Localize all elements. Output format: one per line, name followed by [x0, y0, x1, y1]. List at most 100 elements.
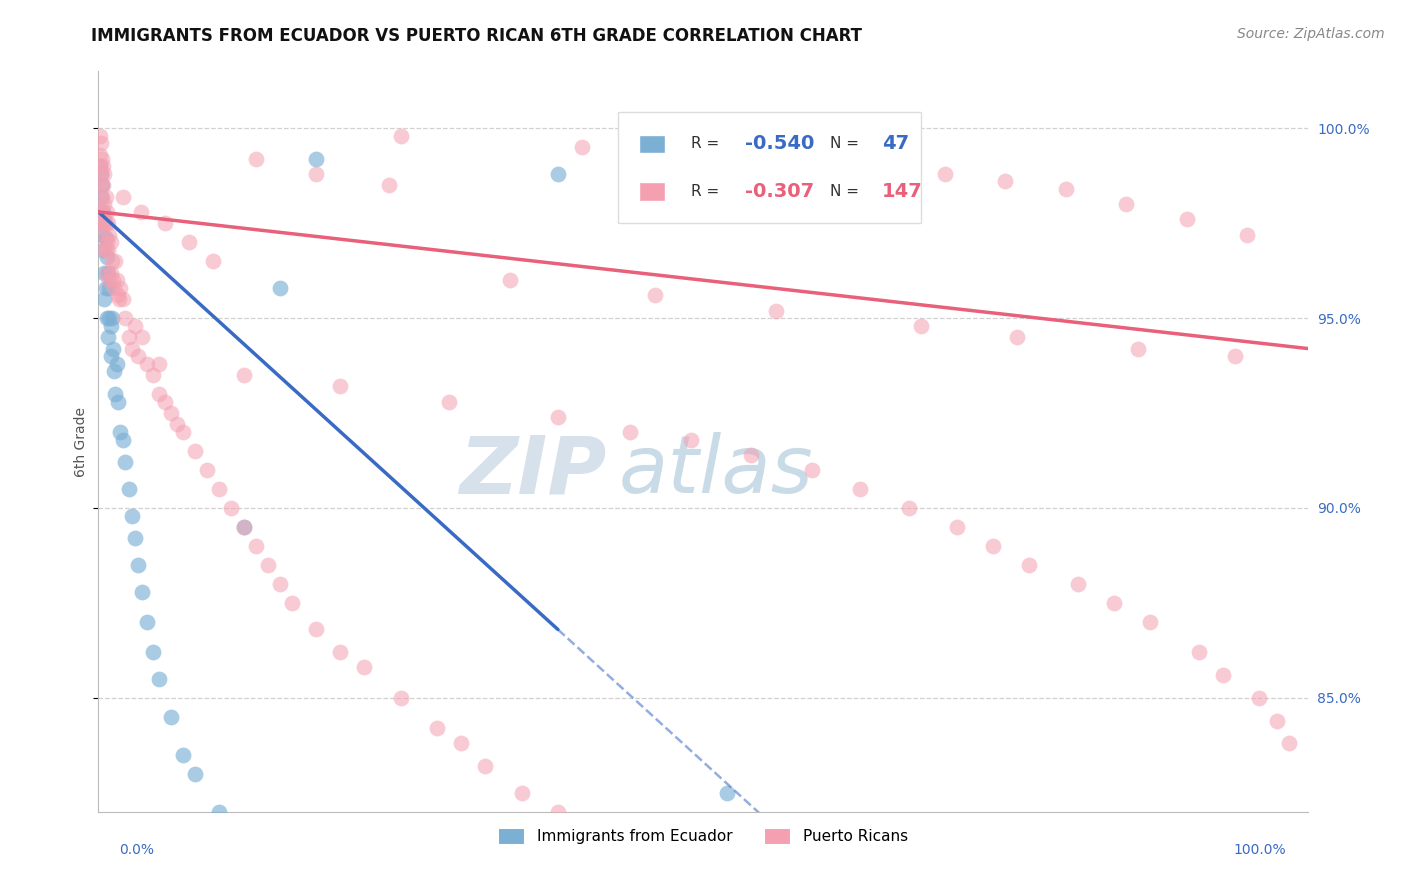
Point	[245, 152, 267, 166]
Text: N =: N =	[830, 136, 863, 152]
Point	[91, 152, 114, 166]
Text: 0.0%: 0.0%	[120, 843, 155, 857]
Point	[89, 128, 111, 143]
Point	[547, 167, 569, 181]
Point	[994, 174, 1017, 188]
Point	[127, 558, 149, 572]
Point	[100, 266, 122, 280]
Point	[668, 880, 690, 892]
Point	[100, 254, 122, 268]
Point	[98, 281, 121, 295]
Point	[269, 281, 291, 295]
Point	[571, 140, 593, 154]
Point	[100, 349, 122, 363]
Point	[97, 330, 120, 344]
Point	[103, 281, 125, 295]
Point	[208, 805, 231, 819]
Point	[104, 387, 127, 401]
Point	[1007, 330, 1029, 344]
Text: 147: 147	[882, 182, 922, 201]
Point	[946, 520, 969, 534]
Point	[765, 303, 787, 318]
Point	[389, 690, 412, 705]
Point	[166, 417, 188, 432]
Point	[91, 204, 114, 219]
FancyBboxPatch shape	[638, 135, 665, 153]
Point	[256, 558, 278, 572]
Point	[305, 623, 328, 637]
Point	[437, 394, 460, 409]
Point	[93, 292, 115, 306]
Point	[281, 596, 304, 610]
Point	[910, 318, 932, 333]
Point	[89, 148, 111, 162]
Point	[179, 235, 201, 250]
Point	[148, 357, 170, 371]
Point	[91, 243, 114, 257]
Point	[221, 500, 243, 515]
Point	[1115, 197, 1137, 211]
Point	[305, 152, 328, 166]
Text: -0.307: -0.307	[745, 182, 814, 201]
Point	[934, 167, 956, 181]
Point	[135, 615, 157, 629]
Point	[100, 311, 122, 326]
Point	[160, 406, 183, 420]
Point	[111, 189, 134, 203]
Point	[97, 266, 120, 280]
Point	[90, 204, 112, 219]
Point	[1236, 227, 1258, 242]
Point	[89, 159, 111, 173]
Point	[89, 159, 111, 173]
Text: R =: R =	[690, 184, 724, 199]
Point	[105, 357, 128, 371]
Point	[90, 136, 112, 151]
Point	[91, 189, 114, 203]
Point	[426, 721, 449, 735]
Point	[94, 231, 117, 245]
Point	[1267, 714, 1289, 728]
Point	[96, 266, 118, 280]
Point	[104, 254, 127, 268]
Point	[103, 364, 125, 378]
Point	[981, 539, 1004, 553]
Point	[1054, 182, 1077, 196]
Point	[450, 736, 472, 750]
Point	[184, 766, 207, 780]
Point	[232, 520, 254, 534]
Point	[498, 273, 520, 287]
Point	[108, 425, 131, 439]
Point	[305, 167, 328, 181]
Point	[94, 216, 117, 230]
Point	[108, 281, 131, 295]
Text: -0.540: -0.540	[745, 135, 814, 153]
Point	[571, 823, 593, 838]
Point	[208, 482, 231, 496]
Point	[100, 318, 122, 333]
Point	[716, 786, 738, 800]
Point	[97, 243, 120, 257]
Point	[124, 318, 146, 333]
Point	[1223, 349, 1246, 363]
Point	[1212, 668, 1234, 682]
Point	[94, 189, 117, 203]
Point	[124, 532, 146, 546]
Point	[118, 330, 141, 344]
Text: 47: 47	[882, 135, 910, 153]
Point	[93, 167, 115, 181]
Point	[644, 288, 666, 302]
Point	[96, 251, 118, 265]
Point	[153, 394, 176, 409]
Point	[619, 425, 641, 439]
Point	[1175, 212, 1198, 227]
Point	[97, 216, 120, 230]
Point	[1249, 690, 1271, 705]
Point	[135, 357, 157, 371]
Point	[93, 216, 115, 230]
Point	[269, 577, 291, 591]
Text: atlas: atlas	[619, 432, 813, 510]
Point	[153, 216, 176, 230]
Point	[96, 235, 118, 250]
Point	[98, 227, 121, 242]
Legend: Immigrants from Ecuador, Puerto Ricans: Immigrants from Ecuador, Puerto Ricans	[489, 821, 917, 852]
